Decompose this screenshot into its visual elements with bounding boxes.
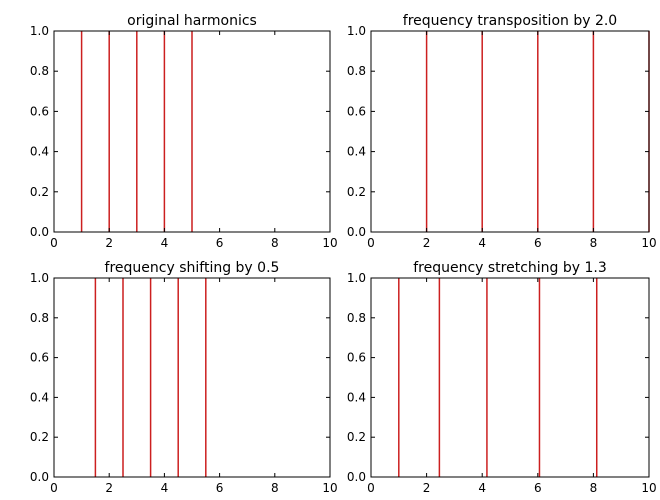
x-tick-label: 6 <box>534 236 542 250</box>
x-tick-label: 0 <box>367 481 375 495</box>
chart-panel-4: 0 2 4 6 8 10 0.0 0.2 0.4 0.6 0.8 1.0 frequency stret… <box>347 260 657 495</box>
x-tick-label: 4 <box>478 236 486 250</box>
y-tick-label: 0.4 <box>30 390 49 404</box>
x-tick-label: 10 <box>641 236 656 250</box>
x-tick-label: 4 <box>161 481 169 495</box>
y-tick-label: 0.8 <box>347 64 366 78</box>
x-tick-label: 8 <box>271 481 279 495</box>
y-tick-label: 0.6 <box>347 104 366 118</box>
y-tick-label: 0.6 <box>30 351 49 365</box>
chart-title: frequency stretching by 1.3 <box>413 260 607 276</box>
y-tick-label: 0.0 <box>30 225 49 239</box>
x-tick-label: 8 <box>590 481 598 495</box>
chart-panel-2: 0 2 4 6 8 10 0.0 0.2 0.4 0.6 0.8 1.0 frequency trans… <box>347 13 657 250</box>
y-tick-label: 0.2 <box>30 430 49 444</box>
y-tick-label: 0.0 <box>30 470 49 484</box>
chart-title: frequency shifting by 0.5 <box>105 260 280 276</box>
y-tick-label: 0.4 <box>30 145 49 159</box>
chart-panel-3: 0 2 4 6 8 10 0.0 0.2 0.4 0.6 0.8 1.0 frequency shift… <box>30 260 338 495</box>
y-tick-label: 0.6 <box>30 104 49 118</box>
y-tick-label: 0.8 <box>347 311 366 325</box>
y-tick-label: 0.6 <box>347 351 366 365</box>
axes-frame <box>370 30 650 233</box>
x-tick-label: 2 <box>105 236 113 250</box>
axes-frame <box>53 30 331 233</box>
y-tick-label: 1.0 <box>347 271 366 285</box>
axes-frame <box>370 277 650 478</box>
chart-panel-1: 0 2 4 6 8 10 0.0 0.2 0.4 0.6 0.8 1.0 original harmon… <box>30 13 338 250</box>
chart-title: original harmonics <box>127 13 257 29</box>
y-tick-label: 1.0 <box>30 24 49 38</box>
x-tick-label: 10 <box>641 481 656 495</box>
x-tick-label: 10 <box>322 236 337 250</box>
x-tick-label: 10 <box>322 481 337 495</box>
y-tick-label: 0.8 <box>30 311 49 325</box>
x-tick-label: 6 <box>534 481 542 495</box>
y-tick-label: 0.0 <box>347 470 366 484</box>
x-tick-label: 0 <box>50 236 58 250</box>
y-tick-label: 0.8 <box>30 64 49 78</box>
x-tick-label: 0 <box>50 481 58 495</box>
y-tick-label: 0.4 <box>347 390 366 404</box>
x-tick-label: 2 <box>105 481 113 495</box>
x-tick-label: 6 <box>216 236 224 250</box>
y-tick-label: 0.4 <box>347 145 366 159</box>
x-tick-label: 2 <box>423 236 431 250</box>
x-tick-label: 8 <box>271 236 279 250</box>
x-tick-label: 4 <box>161 236 169 250</box>
x-tick-label: 6 <box>216 481 224 495</box>
y-tick-label: 1.0 <box>30 271 49 285</box>
axes-frame <box>53 277 331 478</box>
chart-title: frequency transposition by 2.0 <box>403 13 617 29</box>
x-tick-label: 2 <box>423 481 431 495</box>
y-tick-label: 1.0 <box>347 24 366 38</box>
y-tick-label: 0.2 <box>347 185 366 199</box>
y-tick-label: 0.2 <box>30 185 49 199</box>
x-tick-label: 8 <box>590 236 598 250</box>
x-tick-label: 4 <box>478 481 486 495</box>
y-tick-label: 0.2 <box>347 430 366 444</box>
x-tick-label: 0 <box>367 236 375 250</box>
y-tick-label: 0.0 <box>347 225 366 239</box>
